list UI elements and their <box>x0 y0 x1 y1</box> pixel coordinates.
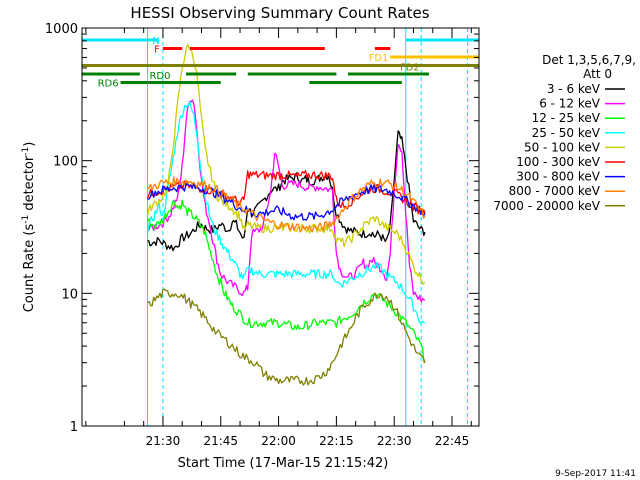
x-axis-label: Start Time (17-Mar-15 21:15:42) <box>178 456 389 471</box>
x-tick-label-1: 21:45 <box>203 434 238 448</box>
x-tick-label-0: 21:30 <box>146 434 181 448</box>
legend-label-8: 7000 - 20000 keV <box>493 199 600 213</box>
x-tick-label-4: 22:30 <box>377 434 412 448</box>
y-label-sup2: -1 <box>21 147 31 156</box>
annotation-layer: NF FD1 FD2 RD0 RD6 <box>82 36 479 90</box>
annotation-label-fd1: FD1 <box>369 53 389 64</box>
legend-label-2: 12 - 25 keV <box>532 111 601 125</box>
legend-label-7: 800 - 7000 keV <box>509 184 601 198</box>
plot-frame <box>81 27 480 427</box>
series-line-7 <box>147 176 426 233</box>
annotation-label-rd0: RD0 <box>149 71 170 82</box>
series-line-8 <box>147 288 426 386</box>
footer-timestamp: 9-Sep-2017 11:41 <box>555 469 636 479</box>
y-label-mid: detector <box>22 155 37 215</box>
y-tick-label-2: 100 <box>53 155 78 170</box>
series-line-4 <box>146 43 425 285</box>
legend-label-5: 100 - 300 keV <box>516 155 600 169</box>
y-tick-label-3: 1000 <box>45 22 78 37</box>
y-tick-label-1: 10 <box>61 287 78 302</box>
legend-header-line2: Att 0 <box>583 67 612 81</box>
annotation-label-f: F <box>154 45 160 56</box>
legend-label-0: 3 - 6 keV <box>547 82 601 96</box>
axis-layer: 21:30 21:45 22:00 22:15 22:30 22:45 1 10 100 1000 <box>45 22 479 448</box>
annotation-label-n: N <box>152 36 159 47</box>
series-line-3 <box>146 101 426 324</box>
series-line-0 <box>147 130 426 252</box>
plot-layer <box>81 28 468 426</box>
x-tick-label-3: 22:15 <box>319 434 354 448</box>
y-label-main: Count Rate (s <box>22 224 37 313</box>
legend-label-6: 300 - 800 keV <box>516 170 600 184</box>
legend-header-line1: Det 1,3,5,6,7,9, <box>542 53 636 67</box>
legend-label-1: 6 - 12 keV <box>539 97 601 111</box>
series-line-2 <box>146 199 426 364</box>
legend-label-4: 50 - 100 keV <box>524 140 601 154</box>
y-axis-label: Count Rate (s-1 detector-1) <box>21 142 37 313</box>
x-tick-label-5: 22:45 <box>435 434 470 448</box>
chart-title: HESSI Observing Summary Count Rates <box>130 4 429 22</box>
y-tick-label-0: 1 <box>70 420 78 435</box>
y-label-end: ) <box>22 142 37 147</box>
x-tick-label-2: 22:00 <box>261 434 296 448</box>
legend-label-3: 25 - 50 keV <box>532 126 601 140</box>
annotation-label-fd2: FD2 <box>400 63 420 74</box>
annotation-label-rd6: RD6 <box>98 79 119 90</box>
y-label-sup1: -1 <box>21 215 31 224</box>
